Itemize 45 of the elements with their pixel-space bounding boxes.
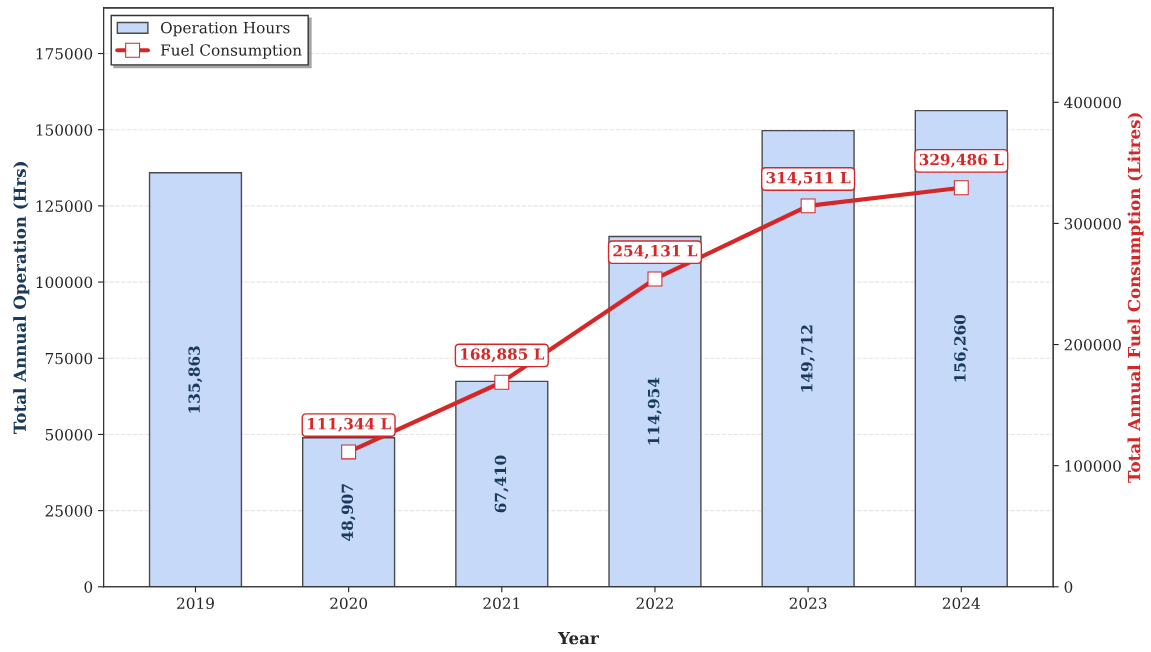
- y-tick-label: 150000: [36, 124, 93, 136]
- y-tick-label: 125000: [36, 200, 93, 212]
- data-label: 114,954: [647, 377, 662, 445]
- data-label: 156,260: [954, 314, 969, 382]
- bar: [455, 380, 549, 587]
- y-axis-title: Total Annual Operation (Hrs): [13, 162, 30, 434]
- data-label: 67,410: [494, 455, 509, 513]
- data-label: 149,712: [800, 325, 815, 392]
- y-tick-label: 0: [84, 581, 93, 593]
- data-label: 329,486 L: [919, 153, 1004, 168]
- point: [341, 444, 357, 460]
- x-tick-label: 2022: [636, 597, 673, 610]
- bar: [148, 172, 243, 587]
- y-tick-label: 75000: [45, 352, 93, 365]
- bar: [914, 109, 1008, 587]
- data-label: 168,885 L: [461, 348, 545, 363]
- data-label: 135,863: [188, 346, 203, 413]
- x-tick-label: 2023: [789, 597, 827, 610]
- y2-tick-label: 0: [1064, 581, 1073, 593]
- data-label: 254,131 L: [613, 245, 698, 259]
- y2-tick-label: 300000: [1064, 217, 1121, 230]
- y2-tick-label: 200000: [1064, 339, 1121, 351]
- x-tick-label: 2019: [177, 597, 214, 610]
- point: [647, 271, 663, 287]
- y-tick-label: 25000: [45, 505, 93, 517]
- point: [800, 198, 816, 214]
- x-tick-label: 2021: [483, 597, 520, 610]
- point: [953, 180, 969, 196]
- y2-axis-title: Total Annual Fuel Consumption (Litres): [1127, 113, 1144, 483]
- y2-tick-label: 400000: [1064, 96, 1121, 109]
- y-tick-label: 175000: [36, 48, 93, 60]
- point: [494, 374, 510, 390]
- y-tick-label: 50000: [45, 428, 93, 441]
- bar: [608, 235, 702, 587]
- x-tick-label: 2020: [330, 597, 368, 610]
- data-label: 314,511 L: [766, 171, 851, 186]
- y-tick-label: 100000: [36, 276, 93, 289]
- bar: [761, 129, 855, 587]
- legend-label: Fuel Consumption: [160, 44, 302, 59]
- data-label: 48,907: [341, 484, 356, 541]
- x-axis-title: Year: [557, 631, 599, 645]
- legend-label: Operation Hours: [160, 21, 290, 37]
- data-label: 111,344 L: [307, 417, 391, 432]
- y2-tick-label: 100000: [1065, 460, 1121, 472]
- x-tick-label: 2024: [942, 597, 980, 610]
